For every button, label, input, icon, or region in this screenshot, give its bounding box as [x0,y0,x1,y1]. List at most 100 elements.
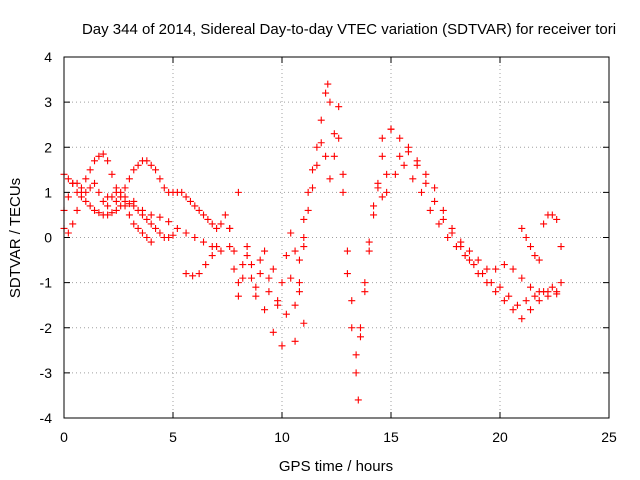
data-point [278,342,286,350]
data-point [535,256,543,264]
data-point [64,175,72,183]
data-point [413,157,421,165]
series-arc-7-storm [291,80,395,404]
chart-title: Day 344 of 2014, Sidereal Day-to-day VTE… [82,21,616,38]
data-point [186,197,194,205]
y-tick-label: -1 [40,275,53,291]
data-point [221,211,229,219]
data-point [226,224,234,232]
data-point [104,211,112,219]
series-arc-2 [60,170,177,241]
data-point [300,243,308,251]
series-arc-9-decay [378,125,561,323]
data-point [409,175,417,183]
data-point [208,220,216,228]
data-point [234,279,242,287]
data-point [370,202,378,210]
data-point [99,197,107,205]
data-point [365,238,373,246]
data-point [383,170,391,178]
data-point [461,252,469,260]
data-point [261,306,269,314]
data-point [282,252,290,260]
data-point [300,234,308,241]
data-point [274,297,282,305]
data-point [356,333,364,341]
data-point [121,193,129,201]
data-point [492,288,500,296]
data-point [527,306,535,314]
data-point [125,175,133,183]
data-point [73,188,81,196]
data-point [300,215,308,223]
series-arc-8-storm [300,134,386,359]
data-point [138,229,146,237]
data-point [548,211,556,219]
x-tick-label: 15 [383,429,399,445]
data-point [509,306,517,314]
data-point [322,89,330,97]
data-point [496,283,504,291]
data-point [189,272,197,280]
data-point [304,188,312,196]
data-point [112,197,120,205]
data-point [217,247,225,255]
data-point [431,184,439,192]
data-point [352,369,360,377]
data-point [200,211,208,219]
data-point [391,170,399,178]
data-point [540,220,548,228]
data-point [531,252,539,260]
data-point [326,175,334,183]
y-tick-label: 3 [44,94,52,110]
data-point [500,297,508,305]
data-point [73,179,81,187]
data-point [256,270,264,278]
data-point [396,152,404,160]
x-axis: 0 5 10 15 20 25 [60,57,617,445]
data-point [335,134,343,142]
data-point [230,265,238,273]
data-point [361,288,369,296]
x-tick-label: 0 [60,429,68,445]
data-point [300,319,308,327]
data-point [339,170,347,178]
data-point [69,220,77,228]
data-point [378,193,386,201]
data-point [553,288,561,296]
data-point [82,197,90,205]
data-point [452,243,460,251]
data-point [448,224,456,232]
data-point [165,234,173,241]
data-point [374,184,382,192]
data-point [317,139,325,147]
data-point [418,188,426,196]
data-point [544,292,552,300]
data-point [134,161,142,169]
data-point [195,270,203,278]
data-point [147,211,155,219]
data-point [77,184,85,192]
data-point [234,188,242,196]
data-point [492,265,500,273]
data-point [86,184,94,192]
series-arc-6-noisy [226,229,308,305]
data-point [182,193,190,201]
data-point [86,202,94,210]
data-point [313,143,321,151]
data-point [213,224,221,232]
data-point [91,206,99,214]
data-point [465,256,473,264]
data-point [343,247,351,255]
data-point [143,157,151,165]
data-point [439,215,447,223]
data-point [130,166,138,174]
data-point [112,206,120,214]
data-point [522,234,530,241]
data-point [343,270,351,278]
data-point [247,261,255,269]
data-point [156,229,164,237]
data-point [182,229,190,237]
series-arc-12-late [518,211,565,264]
grid-lines [64,57,609,418]
